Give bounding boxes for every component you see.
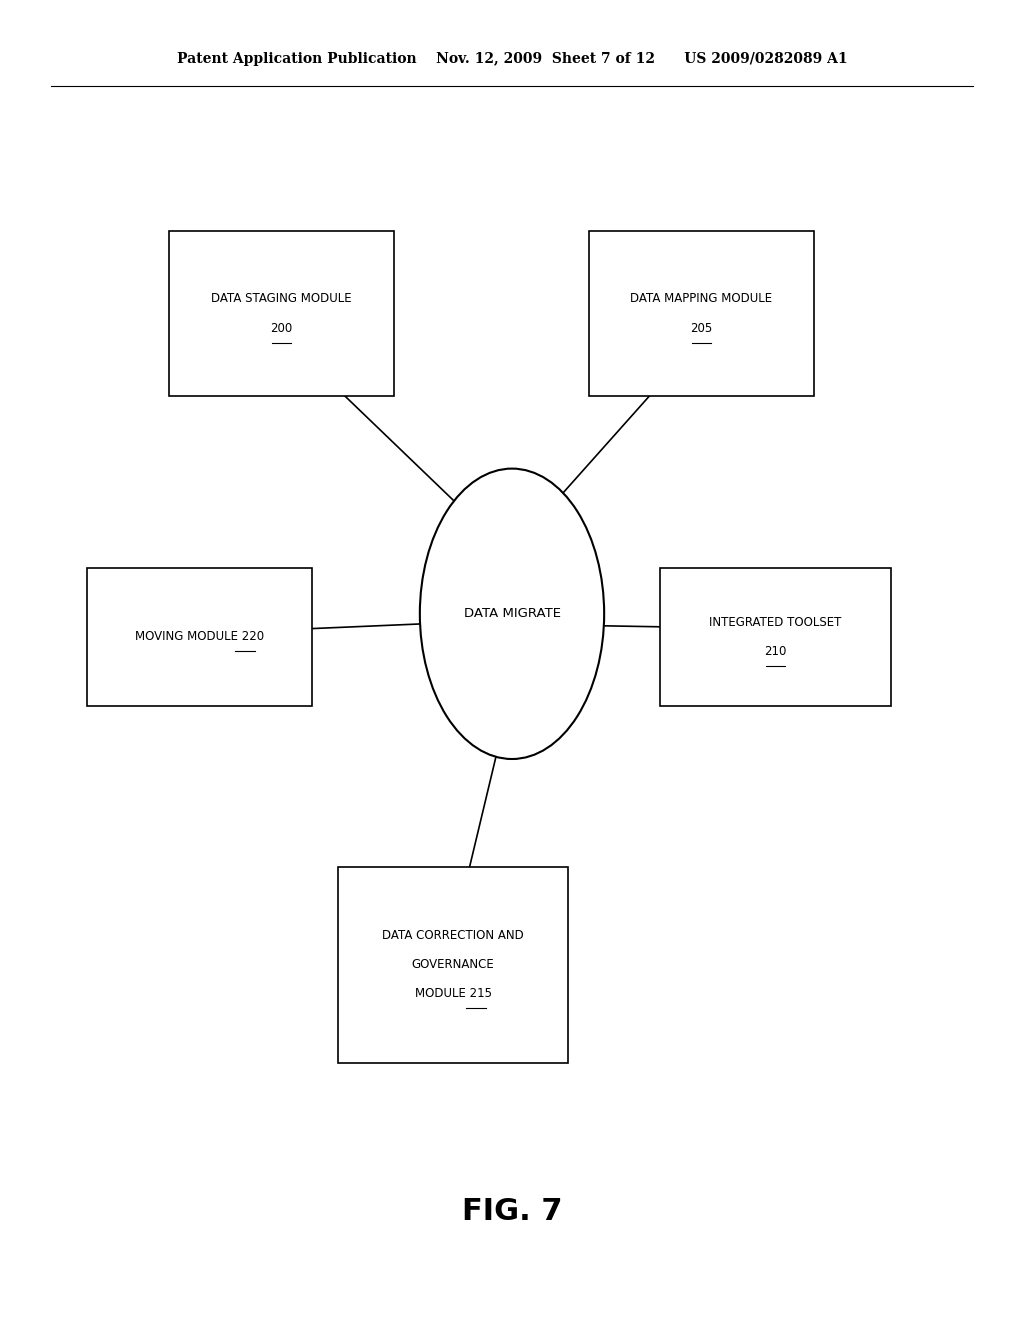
FancyBboxPatch shape	[660, 568, 891, 706]
Text: DATA CORRECTION AND: DATA CORRECTION AND	[382, 929, 524, 942]
Ellipse shape	[420, 469, 604, 759]
Text: 200: 200	[270, 322, 293, 334]
Text: DATA MIGRATE: DATA MIGRATE	[464, 607, 560, 620]
Text: DATA MAPPING MODULE: DATA MAPPING MODULE	[631, 293, 772, 305]
FancyBboxPatch shape	[589, 231, 814, 396]
Text: FIG. 7: FIG. 7	[462, 1197, 562, 1226]
FancyBboxPatch shape	[169, 231, 394, 396]
Text: GOVERNANCE: GOVERNANCE	[412, 958, 495, 972]
Text: INTEGRATED TOOLSET: INTEGRATED TOOLSET	[710, 616, 842, 628]
FancyBboxPatch shape	[338, 867, 568, 1063]
Text: 205: 205	[690, 322, 713, 334]
Text: 210: 210	[765, 645, 786, 657]
FancyBboxPatch shape	[87, 568, 312, 706]
Text: MODULE 215: MODULE 215	[415, 987, 492, 1001]
Text: DATA STAGING MODULE: DATA STAGING MODULE	[211, 293, 352, 305]
Text: MOVING MODULE 220: MOVING MODULE 220	[135, 631, 264, 643]
Text: Patent Application Publication    Nov. 12, 2009  Sheet 7 of 12      US 2009/0282: Patent Application Publication Nov. 12, …	[177, 53, 847, 66]
